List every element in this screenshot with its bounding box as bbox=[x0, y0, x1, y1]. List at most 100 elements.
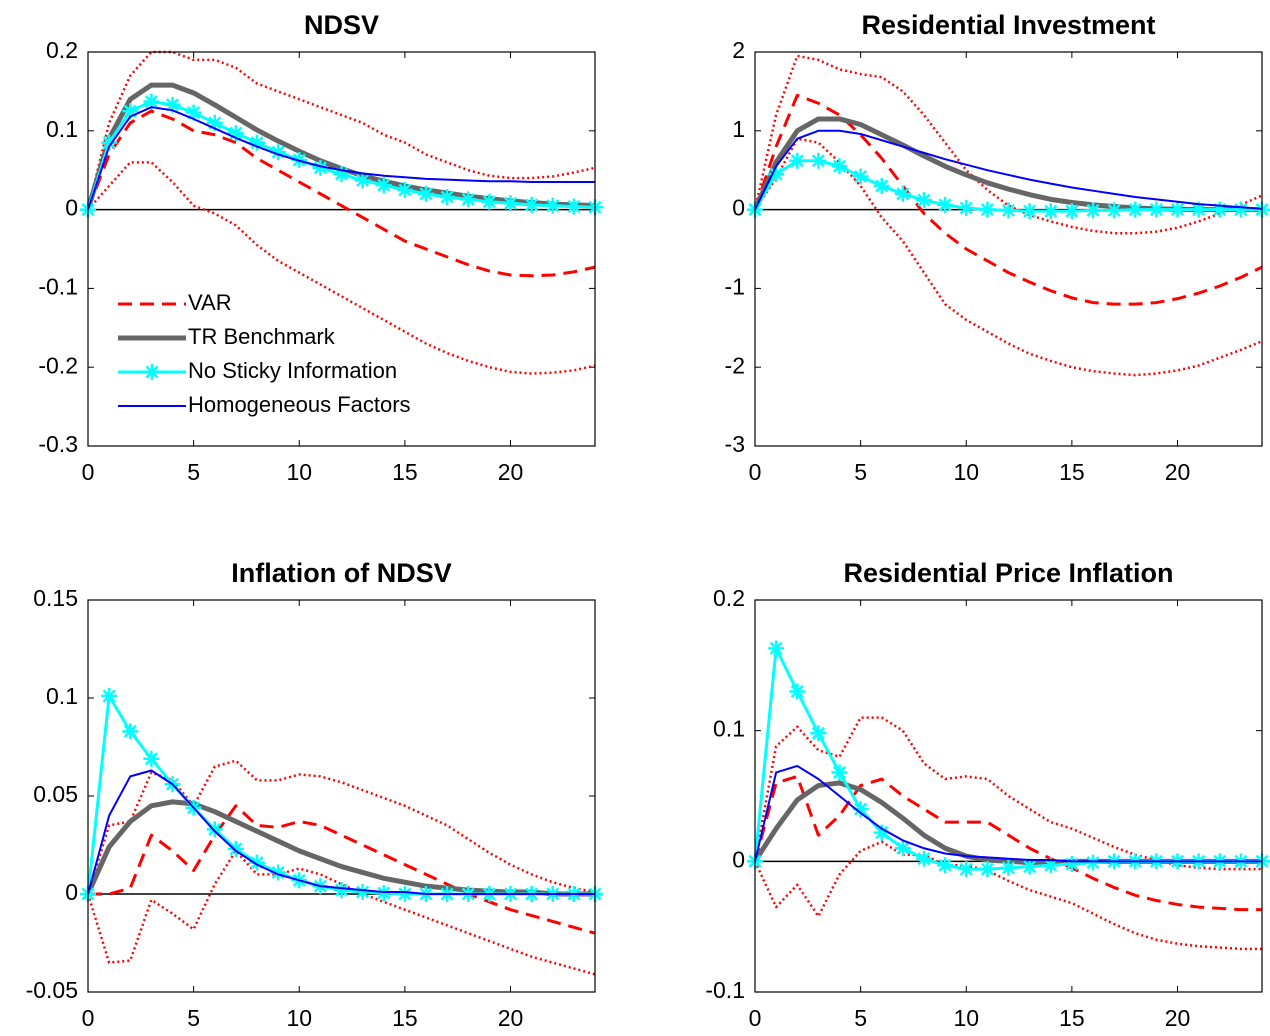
y-tick-label: -0.2 bbox=[38, 352, 78, 378]
axes-frame bbox=[754, 599, 1263, 993]
asterisk-marker bbox=[852, 801, 869, 818]
series-line bbox=[754, 129, 1263, 211]
asterisk-marker bbox=[249, 854, 265, 871]
axes-frame bbox=[87, 51, 596, 447]
x-tick-label: 0 bbox=[82, 459, 95, 485]
y-tick-label: -0.1 bbox=[705, 977, 745, 1003]
asterisk-marker bbox=[1063, 855, 1080, 872]
chart-title: Inflation of NDSV bbox=[231, 558, 451, 588]
asterisk-marker bbox=[1021, 203, 1038, 220]
asterisk-marker bbox=[1085, 202, 1101, 219]
y-tick-label: 0 bbox=[732, 846, 745, 872]
asterisk-marker bbox=[789, 152, 806, 169]
asterisk-marker bbox=[185, 104, 202, 121]
asterisk-marker bbox=[460, 191, 477, 208]
x-tick-label: 20 bbox=[1165, 1005, 1191, 1031]
x-tick-label: 15 bbox=[1059, 1005, 1085, 1031]
asterisk-marker bbox=[1232, 201, 1249, 218]
x-tick-label: 5 bbox=[187, 1005, 200, 1031]
asterisk-marker bbox=[937, 857, 954, 874]
series-line bbox=[87, 161, 596, 375]
asterisk-marker bbox=[206, 821, 223, 838]
x-tick-label: 20 bbox=[498, 1005, 524, 1031]
asterisk-marker bbox=[1169, 201, 1186, 218]
series-line bbox=[753, 93, 1263, 306]
asterisk-marker bbox=[958, 200, 975, 217]
series-line bbox=[753, 840, 1262, 951]
asterisk-marker bbox=[333, 882, 350, 899]
asterisk-marker bbox=[143, 93, 160, 110]
subplot: Residential Price Inflation-0.100.10.20 5… bbox=[705, 558, 1270, 1031]
asterisk-marker bbox=[1000, 859, 1017, 876]
series-line bbox=[754, 764, 1262, 863]
x-tick-label: 10 bbox=[286, 1005, 312, 1031]
y-tick-label: -0.1 bbox=[38, 273, 78, 299]
asterisk-marker bbox=[523, 196, 540, 213]
x-tick-label: 10 bbox=[953, 1005, 979, 1031]
asterisk-marker bbox=[979, 201, 996, 218]
y-tick-label: -3 bbox=[725, 431, 745, 457]
series-line bbox=[753, 137, 1263, 377]
asterisk-marker bbox=[1042, 203, 1059, 220]
asterisk-marker bbox=[789, 683, 806, 700]
asterisk-marker bbox=[481, 193, 498, 210]
asterisk-marker bbox=[312, 159, 329, 176]
y-tick-label: -0.05 bbox=[26, 977, 78, 1003]
axes-frame bbox=[87, 599, 596, 993]
y-tick-label: -0.3 bbox=[38, 431, 78, 457]
x-tick-label: 10 bbox=[953, 459, 979, 485]
series-line bbox=[86, 109, 596, 278]
plot-area bbox=[88, 52, 595, 446]
y-tick-label: 0.15 bbox=[33, 585, 78, 611]
x-tick-label: 15 bbox=[1059, 459, 1085, 485]
asterisk-marker bbox=[810, 152, 827, 169]
asterisk-marker bbox=[894, 840, 911, 857]
x-tick-label: 5 bbox=[854, 459, 867, 485]
asterisk-marker bbox=[852, 168, 869, 185]
y-tick-label: 0.2 bbox=[713, 585, 745, 611]
asterisk-marker bbox=[418, 185, 434, 202]
chart-title: Residential Investment bbox=[861, 10, 1155, 40]
asterisk-marker bbox=[122, 103, 139, 120]
asterisk-marker bbox=[227, 125, 244, 142]
y-tick-label: 0 bbox=[65, 195, 78, 221]
asterisk-marker bbox=[1190, 201, 1207, 218]
asterisk-marker bbox=[979, 861, 996, 878]
chart-title: Residential Price Inflation bbox=[843, 558, 1173, 588]
asterisk-marker bbox=[354, 884, 371, 901]
y-tick-label: 0 bbox=[732, 195, 745, 221]
x-tick-label: 5 bbox=[187, 459, 200, 485]
asterisk-marker bbox=[143, 750, 160, 767]
legend-label: Homogeneous Factors bbox=[188, 392, 411, 417]
asterisk-marker bbox=[354, 172, 371, 189]
y-tick-label: 2 bbox=[732, 37, 745, 63]
asterisk-marker bbox=[916, 192, 932, 209]
plot-area bbox=[755, 600, 1262, 992]
x-tick-label: 15 bbox=[392, 1005, 418, 1031]
x-tick-label: 20 bbox=[1165, 459, 1191, 485]
x-tick-label: 20 bbox=[498, 459, 524, 485]
asterisk-marker bbox=[1000, 202, 1017, 219]
asterisk-marker bbox=[937, 196, 954, 213]
asterisk-marker bbox=[439, 188, 456, 205]
asterisk-marker bbox=[565, 198, 582, 215]
asterisk-marker bbox=[958, 861, 975, 878]
y-tick-label: -1 bbox=[725, 273, 745, 299]
asterisk-marker bbox=[768, 166, 785, 183]
legend-label: TR Benchmark bbox=[188, 324, 336, 349]
asterisk-marker bbox=[1127, 201, 1144, 218]
x-tick-label: 0 bbox=[82, 1005, 95, 1031]
axes-frame bbox=[754, 51, 1263, 447]
asterisk-marker bbox=[831, 764, 848, 781]
x-tick-label: 0 bbox=[749, 459, 762, 485]
y-tick-label: 0.1 bbox=[713, 716, 745, 742]
asterisk-marker bbox=[810, 725, 827, 742]
asterisk-marker bbox=[916, 850, 932, 867]
y-tick-label: 0.2 bbox=[46, 37, 78, 63]
asterisk-marker bbox=[396, 181, 413, 198]
asterisk-marker bbox=[101, 134, 118, 151]
y-tick-label: 0.05 bbox=[33, 781, 78, 807]
y-tick-label: 1 bbox=[732, 116, 745, 142]
asterisk-marker bbox=[270, 864, 287, 881]
